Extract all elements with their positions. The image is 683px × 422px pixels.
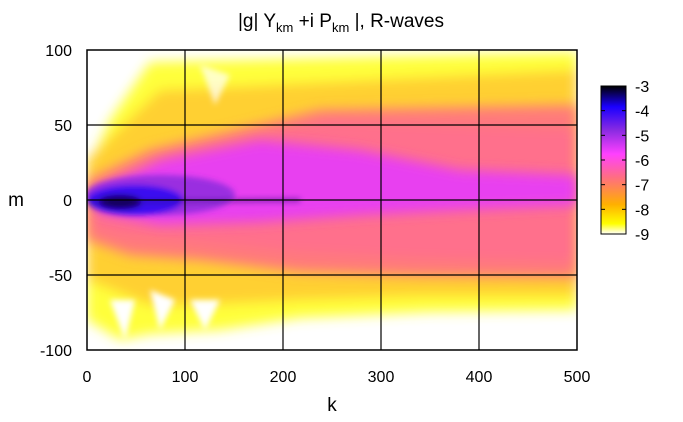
colorbar-tick-label: -7 xyxy=(635,178,649,195)
colorbar-gradient xyxy=(600,85,627,235)
x-tick-label: 500 xyxy=(564,369,591,386)
colorbar-tick-label: -3 xyxy=(635,79,649,96)
y-tick-label: 50 xyxy=(54,118,72,135)
colorbar-tick-label: -9 xyxy=(635,227,649,244)
colorbar-tick-label: -4 xyxy=(635,104,649,121)
x-tick-label: 300 xyxy=(368,369,395,386)
y-tick-label: -50 xyxy=(49,268,72,285)
y-axis-ticks: -100 -50 0 50 100 xyxy=(40,43,72,360)
y-axis-label: m xyxy=(8,190,24,211)
x-tick-label: 0 xyxy=(83,369,92,386)
x-tick-label: 200 xyxy=(270,369,297,386)
grid-lines xyxy=(87,50,577,350)
x-tick-label: 100 xyxy=(172,369,199,386)
heatmap-white-streaks xyxy=(87,55,230,340)
y-tick-label: -100 xyxy=(40,343,72,360)
colorbar-ticks: -3 -4 -5 -6 -7 -8 -9 xyxy=(601,79,649,244)
colorbar-tick-label: -6 xyxy=(635,153,649,170)
x-axis-label: k xyxy=(327,395,337,416)
chart-title: |g| Ykm +i Pkm |, R-waves xyxy=(238,11,444,35)
heatmap-area xyxy=(87,50,577,350)
plot-frame xyxy=(86,49,578,351)
colorbar-tick-label: -5 xyxy=(635,128,649,145)
colorbar: -3 -4 -5 -6 -7 -8 -9 xyxy=(600,79,649,244)
x-axis-ticks: 0 100 200 300 400 500 xyxy=(83,369,591,386)
colorbar-tick-label: -8 xyxy=(635,202,649,219)
y-tick-label: 100 xyxy=(45,43,72,60)
y-tick-label: 0 xyxy=(63,193,72,210)
x-tick-label: 400 xyxy=(466,369,493,386)
